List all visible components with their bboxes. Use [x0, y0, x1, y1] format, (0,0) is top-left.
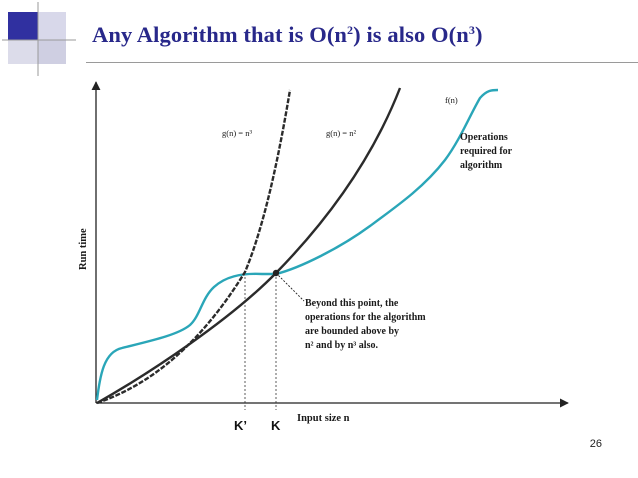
slide-title: Any Algorithm that is O(n2) is also O(n3… [92, 22, 483, 47]
y-axis-label: Run time [78, 228, 89, 270]
f-label: f(n) [445, 95, 458, 105]
beyond-line: are bounded above by [305, 326, 399, 337]
operations-annotation: Operations required for algorithm [460, 132, 514, 171]
leader-line [275, 272, 305, 302]
beyond-line: Beyond this point, the [305, 298, 399, 309]
n-cubed-label: g(n) = n³ [222, 128, 252, 138]
n-cubed-curve [96, 89, 292, 405]
decorative-squares [2, 2, 76, 76]
f-curve [95, 88, 499, 401]
beyond-annotation: Beyond this point, the operations for th… [305, 298, 428, 351]
n-squared-label: g(n) = n² [326, 128, 356, 138]
title-divider [86, 62, 638, 63]
beyond-line: n² and by n³ also. [305, 340, 378, 351]
operations-line: algorithm [460, 160, 503, 171]
operations-line: required for [460, 146, 513, 157]
operations-line: Operations [460, 132, 508, 143]
k-marker: K [271, 418, 281, 433]
x-axis-label: Input size n [297, 413, 350, 424]
beyond-line: operations for the algorithm [305, 312, 426, 323]
k-prime-marker: K’ [234, 418, 247, 433]
page-number: 26 [589, 438, 602, 450]
